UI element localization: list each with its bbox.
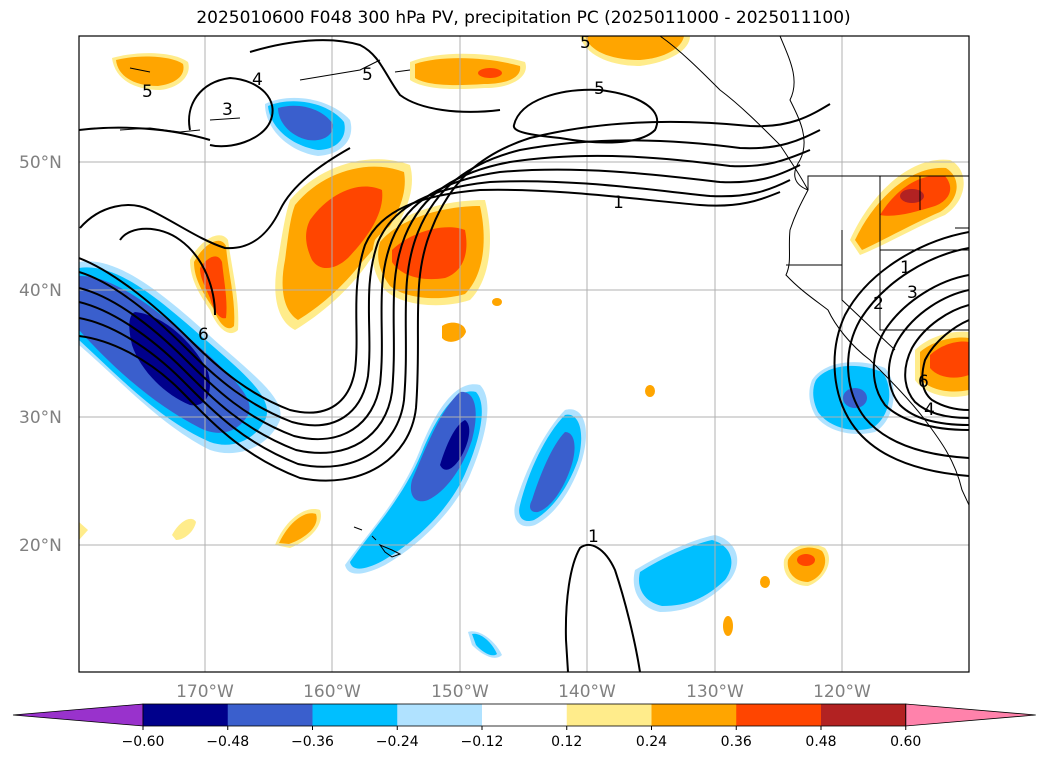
contour-label: 5 (594, 79, 605, 99)
contour-label: 6 (918, 372, 929, 392)
colorbar-tick-label: −0.12 (461, 734, 504, 750)
colorbar-segment (143, 704, 229, 726)
lon-tick-labels: 170°W 160°W 150°W 140°W 130°W 120°W (176, 682, 871, 702)
lat-tick-labels: 50°N 40°N 30°N 20°N (19, 153, 62, 556)
lon-tick-label: 130°W (686, 682, 744, 702)
colorbar-tick-label: 0.12 (551, 734, 582, 750)
map-panel: 5 4 3 5 5 1 6 5 1 2 3 4 1 6 (79, 33, 969, 672)
map-frame (78, 35, 970, 673)
lon-tick-label: 150°W (431, 682, 489, 702)
contour-label: 2 (873, 294, 884, 314)
contour-label: 1 (900, 258, 911, 278)
colorbar-segment (821, 704, 907, 726)
contour-label: 1 (588, 527, 599, 547)
contour-label: 3 (222, 100, 233, 120)
contour-label: 4 (924, 400, 935, 420)
pv-contours (79, 39, 969, 672)
lon-tick-label: 160°W (303, 682, 361, 702)
colorbar-segment (312, 704, 398, 726)
colorbar-segment (397, 704, 483, 726)
lon-tick-label: 120°W (813, 682, 871, 702)
coastlines (119, 36, 969, 558)
contour-label: 5 (362, 65, 373, 85)
lon-tick-label: 140°W (558, 682, 616, 702)
colorbar-tick-label: −0.24 (376, 734, 419, 750)
chart-title: 2025010600 F048 300 hPa PV, precipitatio… (196, 8, 851, 28)
contour-label: 4 (252, 70, 263, 90)
lat-tick-label: 40°N (19, 281, 62, 301)
colorbar-segment (651, 704, 737, 726)
colorbar-extend-low (12, 703, 144, 727)
colorbar-extend-high (905, 703, 1036, 727)
lat-tick-label: 20°N (19, 536, 62, 556)
precip-shading (79, 36, 969, 658)
contour-labels: 5 4 3 5 5 1 6 5 1 2 3 4 1 6 (142, 33, 935, 547)
graticule (79, 36, 969, 672)
colorbar-segment (566, 704, 652, 726)
colorbar-segment (482, 704, 568, 726)
lat-tick-label: 30°N (19, 408, 62, 428)
contour-label: 5 (580, 33, 591, 53)
colorbar-tick-label: −0.36 (291, 734, 334, 750)
colorbar-tick-label: 0.36 (721, 734, 752, 750)
colorbar-tick-label: −0.60 (122, 734, 165, 750)
contour-label: 1 (613, 193, 624, 213)
contour-label: 6 (198, 325, 209, 345)
colorbar-tick-label: 0.60 (890, 734, 921, 750)
colorbar-segment (736, 704, 822, 726)
contour-label: 5 (142, 82, 153, 102)
lon-tick-label: 170°W (176, 682, 234, 702)
colorbar-tick-label: 0.24 (636, 734, 667, 750)
contour-label: 3 (907, 283, 918, 303)
colorbar-tick-label: 0.48 (805, 734, 836, 750)
colorbar-outline (142, 703, 907, 727)
colorbar: −0.60 −0.48 −0.36 −0.24 −0.12 0.12 0.24 0.36 0.4… (12, 703, 1036, 750)
colorbar-segment (227, 704, 313, 726)
colorbar-tick-label: −0.48 (206, 734, 249, 750)
lat-tick-label: 50°N (19, 153, 62, 173)
